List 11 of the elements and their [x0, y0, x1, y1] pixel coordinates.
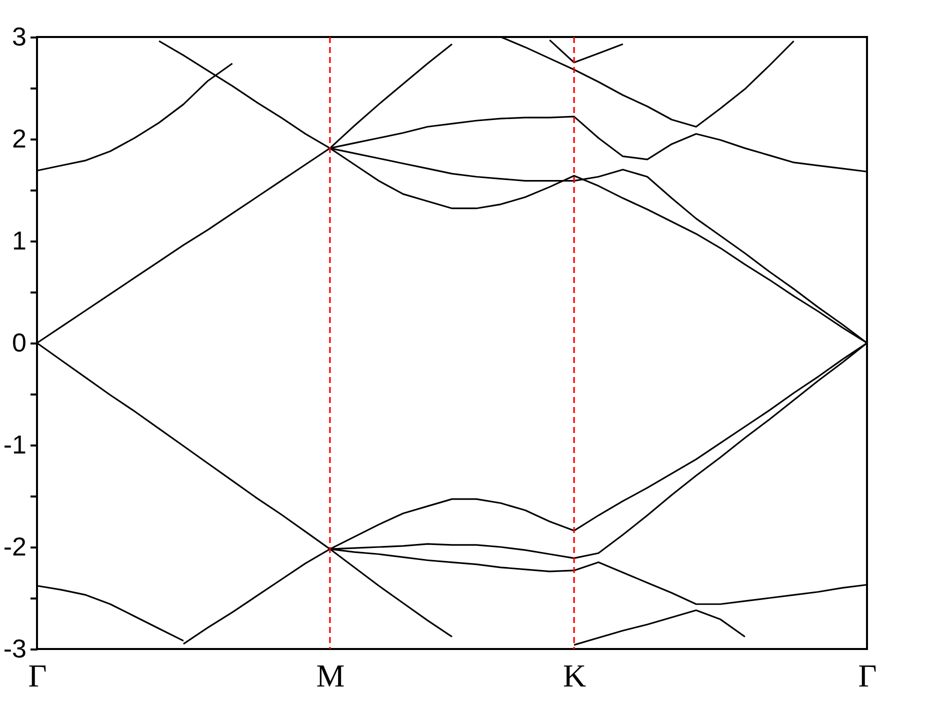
y-tick-label: 1	[12, 226, 26, 256]
x-tick-label: Γ	[858, 658, 877, 694]
y-tick-label: 2	[12, 124, 26, 154]
y-tick-label: 3	[12, 22, 26, 52]
x-tick-label: Γ	[28, 658, 47, 694]
y-tick-label: -2	[3, 532, 26, 562]
y-tick-label: 0	[12, 328, 26, 358]
y-tick-label: -3	[3, 634, 26, 664]
y-tick-label: -1	[3, 430, 26, 460]
x-tick-label: M	[316, 658, 345, 694]
x-tick-label: K	[563, 658, 586, 694]
